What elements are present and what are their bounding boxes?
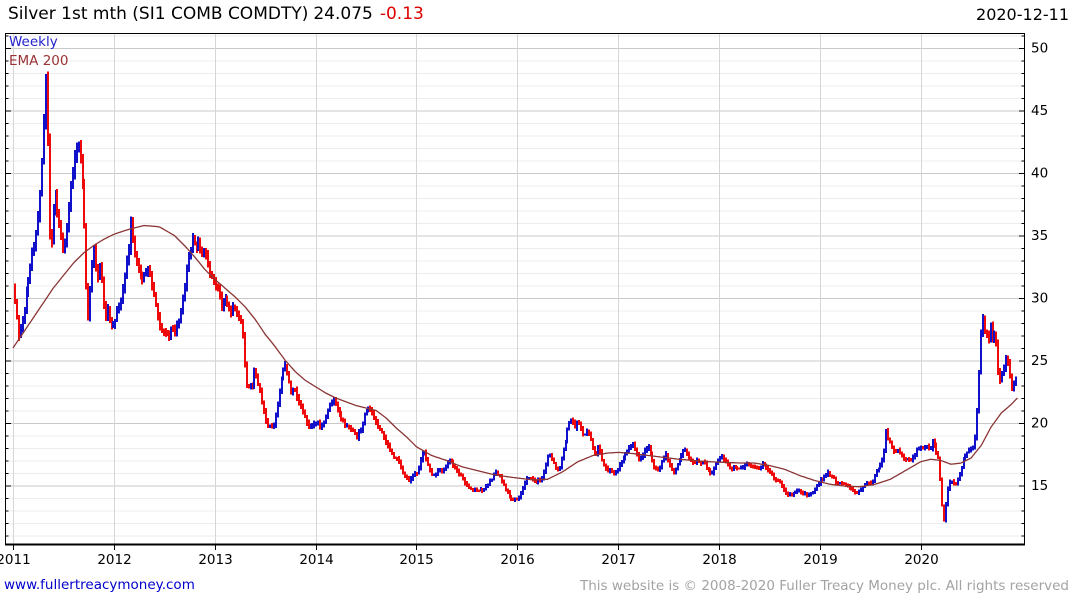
ema-200-line — [12, 224, 1018, 488]
svg-text:45: 45 — [1031, 103, 1048, 119]
svg-text:2015: 2015 — [399, 552, 433, 568]
svg-text:15: 15 — [1031, 478, 1048, 494]
svg-text:40: 40 — [1031, 166, 1048, 182]
svg-text:20: 20 — [1031, 416, 1048, 432]
x-axis — [13, 545, 922, 550]
weekly-price-bars — [14, 71, 1017, 523]
svg-text:2020: 2020 — [904, 552, 938, 568]
chart-header: Silver 1st mth (SI1 COMB COMDTY) 24.075 -0… — [8, 4, 424, 24]
svg-text:2013: 2013 — [198, 552, 232, 568]
as-of-date: 2020-12-11 — [976, 5, 1069, 24]
svg-text:2014: 2014 — [299, 552, 333, 568]
instrument-title: Silver 1st mth (SI1 COMB COMDTY) — [8, 4, 309, 24]
x-axis-labels: 2011 2012 2013 2014 2015 2016 2017 2018 2019 2020 — [0, 552, 939, 568]
svg-text:2018: 2018 — [702, 552, 736, 568]
svg-text:50: 50 — [1031, 41, 1048, 57]
legend-weekly: Weekly — [9, 34, 58, 50]
legend-ema-200: EMA 200 — [9, 53, 69, 69]
copyright-text: This website is © 2008-2020 Fuller Treac… — [580, 578, 1069, 594]
y-axis-labels: 15 20 25 30 35 40 45 50 — [1031, 41, 1048, 495]
svg-text:2017: 2017 — [601, 552, 635, 568]
price-change: -0.13 — [379, 4, 424, 24]
svg-text:35: 35 — [1031, 228, 1048, 244]
svg-text:2019: 2019 — [803, 552, 837, 568]
last-price: 24.075 — [313, 4, 373, 24]
svg-text:2012: 2012 — [97, 552, 131, 568]
svg-text:25: 25 — [1031, 353, 1048, 369]
plot-border — [5, 33, 1025, 546]
y-axis — [5, 35, 1025, 537]
svg-text:30: 30 — [1031, 291, 1048, 307]
site-link[interactable]: www.fullertreacymoney.com — [4, 577, 195, 593]
svg-text:2016: 2016 — [500, 552, 534, 568]
svg-text:2011: 2011 — [0, 552, 31, 568]
gridlines — [5, 33, 1025, 545]
